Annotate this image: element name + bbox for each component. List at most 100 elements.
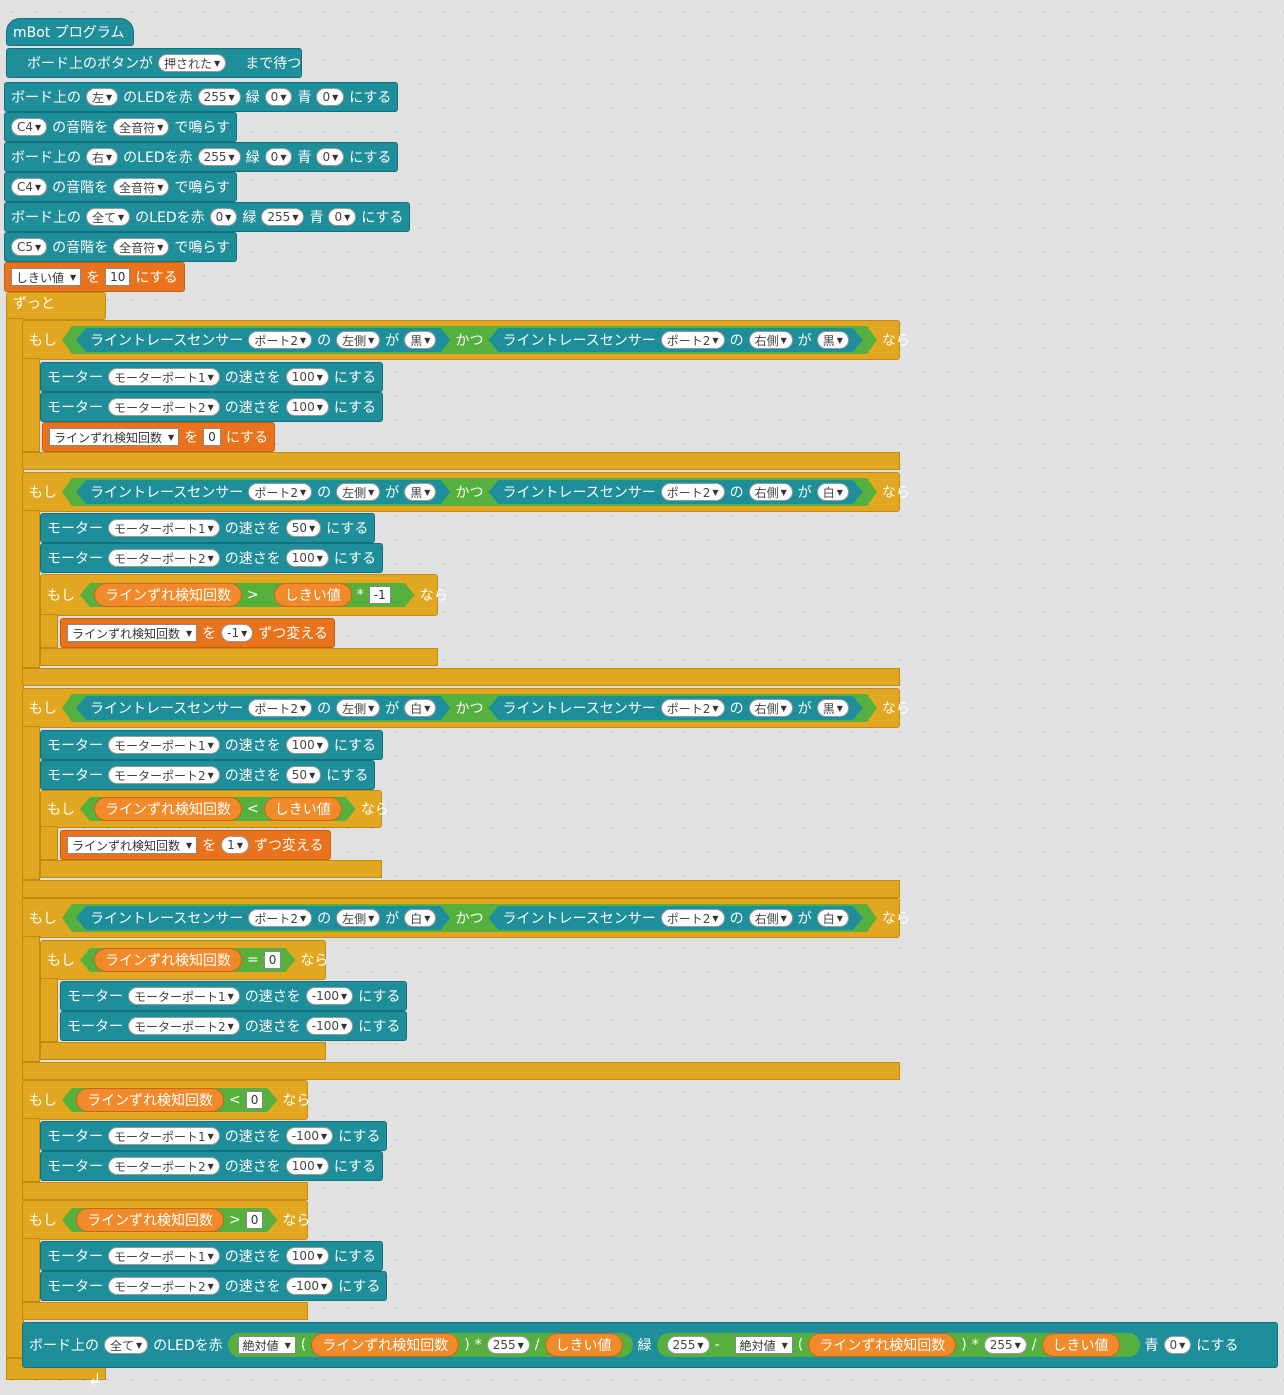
change-counter-block[interactable]: ラインずれ検知回数 ▼ を 1 ▼ ずつ変える (60, 830, 331, 860)
line-sensor-and-condition[interactable]: ライントレースセンサー ポート2 ▼ の左側 ▼ が白 ▼ かつ ライントレースセンサー ポート2… (62, 694, 877, 722)
set-led-block[interactable]: ボード上の左 ▼ のLEDを赤 255 ▼ 緑 0 ▼ 青 0 ▼ にする (4, 82, 399, 112)
beat-dropdown[interactable]: 全音符 ▼ (113, 238, 170, 256)
motor-port-dropdown[interactable]: モーターポート2 ▼ (108, 549, 220, 567)
set-led-block[interactable]: ボード上の右 ▼ のLEDを赤 255 ▼ 緑 0 ▼ 青 0 ▼ にする (4, 142, 399, 172)
set-motor-block[interactable]: モーター モーターポート2 ▼ の速さを 50 ▼ にする (40, 760, 376, 790)
variable-dropdown[interactable]: ラインずれ検知回数 ▼ (67, 836, 198, 854)
line-sensor-right-condition[interactable]: ライントレースセンサー ポート2 ▼ の右側 ▼ が黒 ▼ (488, 696, 862, 720)
line-sensor-right-condition[interactable]: ライントレースセンサー ポート2 ▼ の右側 ▼ が黒 ▼ (488, 328, 862, 352)
counter-reporter[interactable]: ラインずれ検知回数 (808, 1333, 957, 1357)
speed-value[interactable]: -100 ▼ (285, 1127, 334, 1145)
forever-block[interactable]: ずっと (6, 292, 106, 320)
counter-reporter[interactable]: ラインずれ検知回数 (76, 1208, 224, 1232)
if-block-4[interactable]: もし ライントレースセンサー ポート2 ▼ の左側 ▼ が白 ▼ かつ ライントレースセンサー ポー… (22, 898, 910, 938)
beat-dropdown[interactable]: 全音符 ▼ (113, 118, 170, 136)
set-motor-block[interactable]: モーター モーターポート2 ▼ の速さを -100 ▼ にする (40, 1271, 388, 1301)
green-value[interactable]: 0 ▼ (264, 88, 293, 106)
note-dropdown[interactable]: C4 ▼ (11, 118, 48, 136)
set-motor-block[interactable]: モーター モーターポート1 ▼ の速さを 100 ▼ にする (40, 730, 383, 760)
abs-dropdown[interactable]: 絶対値 ▼ (237, 1336, 296, 1354)
line-sensor-and-condition[interactable]: ライントレースセンサー ポート2 ▼ の左側 ▼ が黒 ▼ かつ ライントレースセンサー ポート2… (62, 478, 877, 506)
color-dropdown[interactable]: 白 ▼ (404, 699, 436, 717)
program-hat-block[interactable]: mBot プログラム (6, 18, 134, 46)
port-dropdown[interactable]: ポート2 ▼ (661, 331, 725, 349)
speed-value[interactable]: 100 ▼ (285, 1157, 329, 1175)
if-block-3[interactable]: もし ライントレースセンサー ポート2 ▼ の左側 ▼ が白 ▼ かつ ライントレースセンサー ポー… (22, 688, 910, 728)
value-input[interactable]: 0 (246, 1091, 264, 1109)
if-block-1[interactable]: もし ライントレースセンサー ポート2 ▼ の左側 ▼ が黒 ▼ かつ ライントレースセンサー ポー… (22, 320, 910, 360)
threshold-reporter[interactable]: しきい値 (544, 1333, 623, 1357)
nested-if-block-4[interactable]: もし ラインずれ検知回数 = 0 なら (40, 940, 328, 980)
speed-value[interactable]: 100 ▼ (285, 398, 329, 416)
set-led-block[interactable]: ボード上の 全て ▼ のLEDを赤 0 ▼ 緑 255 ▼ 青 0 ▼ にする (4, 202, 411, 232)
color-dropdown[interactable]: 白 ▼ (817, 909, 849, 927)
math-expression-reporter[interactable]: 絶対値 ▼(ラインずれ検知回数) * 255 ▼ / しきい値 (227, 1333, 633, 1357)
blue-value[interactable]: 0 ▼ (316, 88, 345, 106)
side-dropdown[interactable]: 右側 ▼ (749, 909, 793, 927)
motor-port-dropdown[interactable]: モーターポート2 ▼ (108, 398, 220, 416)
play-tone-block[interactable]: C5 ▼ の音階を 全音符 ▼ で鳴らす (4, 232, 238, 262)
set-led-expression-block[interactable]: ボード上の 全て ▼ のLEDを赤 絶対値 ▼(ラインずれ検知回数) * 255 ▼ / しきい値… (22, 1322, 1278, 1368)
less-than-condition[interactable]: ラインずれ検知回数 <0 (62, 1088, 277, 1112)
color-dropdown[interactable]: 黒 ▼ (404, 331, 436, 349)
counter-reporter[interactable]: ラインずれ検知回数 (94, 797, 242, 821)
color-dropdown[interactable]: 黒 ▼ (817, 699, 849, 717)
color-dropdown[interactable]: 白 ▼ (404, 909, 436, 927)
value-input[interactable]: 0 (203, 428, 221, 446)
port-dropdown[interactable]: ポート2 ▼ (248, 699, 312, 717)
line-sensor-right-condition[interactable]: ライントレースセンサー ポート2 ▼ の右側 ▼ が白 ▼ (488, 906, 862, 930)
side-dropdown[interactable]: 右側 ▼ (749, 331, 793, 349)
motor-port-dropdown[interactable]: モーターポート2 ▼ (128, 1017, 240, 1035)
threshold-reporter[interactable]: しきい値 (1041, 1333, 1120, 1357)
port-dropdown[interactable]: ポート2 ▼ (661, 909, 725, 927)
line-sensor-left-condition[interactable]: ライントレースセンサー ポート2 ▼ の左側 ▼ が黒 ▼ (76, 480, 450, 504)
motor-port-dropdown[interactable]: モーターポート1 ▼ (108, 368, 220, 386)
equals-condition[interactable]: ラインずれ検知回数 = 0 (80, 948, 295, 972)
motor-port-dropdown[interactable]: モーターポート1 ▼ (128, 987, 240, 1005)
speed-value[interactable]: 50 ▼ (285, 766, 322, 784)
speed-value[interactable]: 50 ▼ (285, 519, 322, 537)
side-dropdown[interactable]: 左側 ▼ (336, 699, 380, 717)
set-motor-block[interactable]: モーター モーターポート1 ▼ の速さを 100 ▼ にする (40, 362, 383, 392)
value-input[interactable]: 10 (105, 268, 131, 286)
speed-value[interactable]: 100 ▼ (285, 549, 329, 567)
port-dropdown[interactable]: ポート2 ▼ (248, 483, 312, 501)
red-value[interactable]: 0 ▼ (209, 208, 238, 226)
variable-dropdown[interactable]: ラインずれ検知回数 ▼ (67, 624, 198, 642)
play-tone-block[interactable]: C4 ▼ の音階を 全音符 ▼ で鳴らす (4, 112, 238, 142)
set-variable-block[interactable]: しきい値 ▼ を 10 にする (4, 262, 185, 292)
speed-value[interactable]: -100 ▼ (305, 1017, 354, 1035)
note-dropdown[interactable]: C5 ▼ (11, 238, 48, 256)
counter-reporter[interactable]: ラインずれ検知回数 (76, 1088, 224, 1112)
motor-port-dropdown[interactable]: モーターポート1 ▼ (108, 736, 220, 754)
set-motor-block[interactable]: モーター モーターポート1 ▼ の速さを 50 ▼ にする (40, 513, 376, 543)
set-counter-block[interactable]: ラインずれ検知回数 ▼ を 0 にする (42, 422, 275, 452)
wait-until-block[interactable]: ボード上のボタンが 押された ▼ まで待つ (6, 48, 302, 78)
side-dropdown[interactable]: 左側 ▼ (336, 483, 380, 501)
button-state-dropdown[interactable]: 押された ▼ (158, 54, 226, 72)
greater-than-condition[interactable]: ラインずれ検知回数 >0 (62, 1208, 277, 1232)
line-sensor-and-condition[interactable]: ライントレースセンサー ポート2 ▼ の左側 ▼ が黒 ▼ かつ ライントレースセンサー ポート2… (62, 326, 877, 354)
line-sensor-left-condition[interactable]: ライントレースセンサー ポート2 ▼ の左側 ▼ が白 ▼ (76, 906, 450, 930)
motor-port-dropdown[interactable]: モーターポート2 ▼ (108, 1157, 220, 1175)
color-dropdown[interactable]: 黒 ▼ (817, 331, 849, 349)
speed-value[interactable]: 100 ▼ (285, 1247, 329, 1265)
set-motor-block[interactable]: モーター モーターポート1 ▼ の速さを -100 ▼ にする (60, 981, 408, 1011)
set-motor-block[interactable]: モーター モーターポート2 ▼ の速さを 100 ▼ にする (40, 1151, 383, 1181)
if-block-6[interactable]: もし ラインずれ検知回数 >0 なら (22, 1200, 310, 1240)
if-block-5[interactable]: もし ラインずれ検知回数 <0 なら (22, 1080, 310, 1120)
threshold-reporter[interactable]: しきい値 (274, 583, 352, 607)
motor-port-dropdown[interactable]: モーターポート2 ▼ (108, 1277, 220, 1295)
counter-reporter[interactable]: ラインずれ検知回数 (311, 1333, 460, 1357)
side-dropdown[interactable]: 右側 ▼ (749, 699, 793, 717)
blue-value[interactable]: 0 ▼ (316, 148, 345, 166)
port-dropdown[interactable]: ポート2 ▼ (248, 909, 312, 927)
port-dropdown[interactable]: ポート2 ▼ (248, 331, 312, 349)
speed-value[interactable]: 100 ▼ (285, 368, 329, 386)
note-dropdown[interactable]: C4 ▼ (11, 178, 48, 196)
change-value[interactable]: 1 ▼ (221, 836, 249, 854)
red-value[interactable]: 255 ▼ (197, 148, 241, 166)
side-dropdown[interactable]: 左側 ▼ (336, 331, 380, 349)
color-dropdown[interactable]: 黒 ▼ (404, 483, 436, 501)
